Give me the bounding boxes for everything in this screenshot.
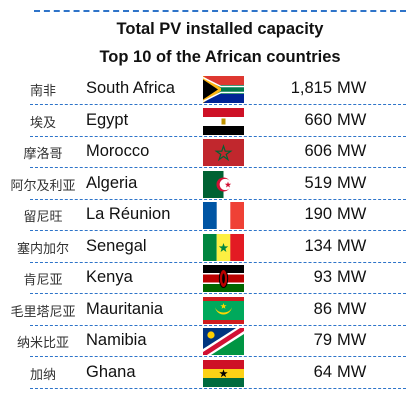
row-divider xyxy=(30,324,406,326)
capacity-value: 93 xyxy=(313,268,332,286)
capacity-unit: MW xyxy=(337,268,367,286)
south-africa-flag-icon xyxy=(203,76,244,103)
table-row: 纳米比亚 Namibia 79 MW xyxy=(0,326,410,357)
morocco-flag-icon xyxy=(203,139,244,166)
row-divider xyxy=(30,198,406,200)
top-divider xyxy=(34,10,406,12)
chinese-country-name: 纳米比亚 xyxy=(16,336,69,351)
country-name: South Africa xyxy=(86,79,175,97)
row-divider xyxy=(30,356,406,357)
chinese-country-name: 阿尔及利亚 xyxy=(10,178,76,194)
table-row: 摩洛哥 Morocco 606 MW xyxy=(0,137,410,168)
capacity-value: 1,815 xyxy=(290,79,332,97)
capacity-unit: MW xyxy=(337,331,367,349)
capacity-value: 660 xyxy=(304,110,332,129)
namibia-flag-icon xyxy=(203,328,244,355)
capacity-value: 190 xyxy=(304,205,332,223)
row-divider xyxy=(30,104,406,105)
capacity-unit: MW xyxy=(337,173,367,192)
country-name: Morocco xyxy=(86,142,150,160)
chinese-country-name: 摩洛哥 xyxy=(23,147,63,162)
table-row: 毛里塔尼亚 Mauritania 86 MW xyxy=(0,295,410,326)
capacity-value: 134 xyxy=(304,236,332,255)
table-row: 塞内加尔 Senegal 134 MW xyxy=(0,232,410,263)
kenya-flag-icon xyxy=(203,265,244,292)
capacity-unit: MW xyxy=(337,142,367,160)
capacity-unit: MW xyxy=(337,362,367,381)
row-divider xyxy=(30,387,406,389)
row-divider xyxy=(30,167,406,168)
chinese-country-name: 留尼旺 xyxy=(23,210,63,225)
capacity-value: 64 xyxy=(313,362,332,381)
algeria-flag-icon xyxy=(203,170,244,198)
table-row: 埃及 Egypt 660 MW xyxy=(0,106,410,137)
country-name: Mauritania xyxy=(86,299,164,318)
capacity-unit: MW xyxy=(337,299,367,318)
country-name: Egypt xyxy=(86,110,129,129)
capacity-value: 79 xyxy=(313,331,332,349)
table-row: 阿尔及利亚 Algeria 519 MW xyxy=(0,169,410,200)
table-row: 留尼旺 La Réunion 190 MW xyxy=(0,200,410,231)
chinese-country-name: 加纳 xyxy=(29,367,56,383)
chart-title: Total PV installed capacity xyxy=(116,20,324,38)
chinese-country-name: 塞内加尔 xyxy=(16,241,69,257)
capacity-value: 86 xyxy=(313,299,332,318)
country-name: Algeria xyxy=(86,173,138,192)
country-name: Namibia xyxy=(86,331,147,349)
egypt-flag-icon xyxy=(203,107,244,135)
table-row: 加纳 Ghana 64 MW xyxy=(0,358,410,389)
row-divider xyxy=(30,261,406,263)
country-name: La Réunion xyxy=(86,205,171,223)
france-flag-icon xyxy=(203,202,244,229)
ghana-flag-icon xyxy=(203,359,244,387)
country-name: Kenya xyxy=(86,268,133,286)
chinese-country-name: 南非 xyxy=(29,84,56,99)
capacity-value: 606 xyxy=(304,142,332,160)
table-row: 南非 South Africa 1,815 MW xyxy=(0,74,410,105)
table-row: 肯尼亚 Kenya 93 MW xyxy=(0,263,410,294)
capacity-unit: MW xyxy=(337,205,367,223)
row-divider xyxy=(30,293,406,294)
capacity-unit: MW xyxy=(337,110,367,129)
row-divider xyxy=(30,230,406,231)
chinese-country-name: 毛里塔尼亚 xyxy=(10,304,76,320)
row-divider xyxy=(30,135,406,137)
mauritania-flag-icon xyxy=(203,296,244,324)
chinese-country-name: 肯尼亚 xyxy=(23,273,63,288)
country-name: Ghana xyxy=(86,362,136,381)
chinese-country-name: 埃及 xyxy=(29,115,56,131)
chart-subtitle: Top 10 of the African countries xyxy=(99,48,341,66)
capacity-value: 519 xyxy=(304,173,332,192)
capacity-unit: MW xyxy=(337,236,367,255)
country-name: Senegal xyxy=(86,236,147,255)
capacity-unit: MW xyxy=(337,79,367,97)
senegal-flag-icon xyxy=(203,233,244,261)
